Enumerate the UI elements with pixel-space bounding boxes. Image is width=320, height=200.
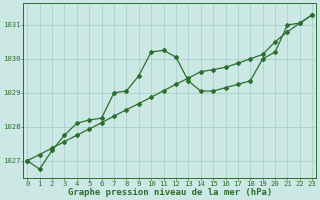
X-axis label: Graphe pression niveau de la mer (hPa): Graphe pression niveau de la mer (hPa) [68, 188, 272, 197]
